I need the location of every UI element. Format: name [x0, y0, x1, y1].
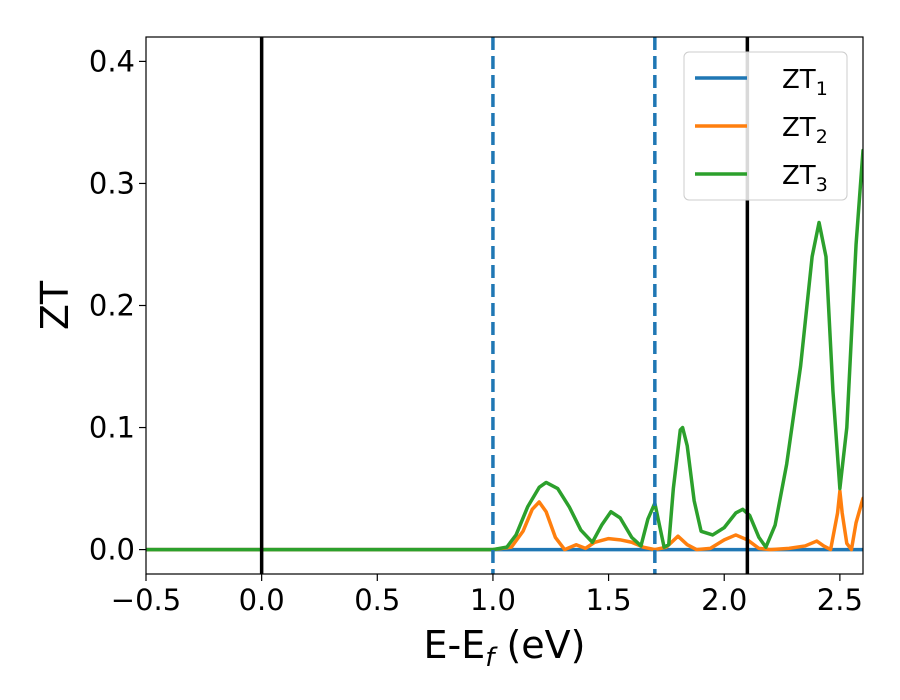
y-tick-label: 0.1 [89, 411, 135, 445]
legend: ZT1 ZT2 ZT3 [683, 51, 848, 201]
x-tick-label: 2.0 [701, 583, 747, 617]
y-tick-label: 0.2 [89, 289, 135, 323]
x-axis-title-unit-spacer [494, 623, 506, 667]
legend-box [683, 51, 848, 201]
legend-label: ZT1 [782, 65, 828, 100]
series-line-zt2 [146, 489, 863, 552]
y-tick-label: 0.3 [89, 166, 135, 200]
x-tick-label: 1.5 [586, 583, 632, 617]
x-axis-title-unit: (eV) [506, 623, 585, 667]
x-tick-label: 2.5 [817, 583, 863, 617]
x-axis-title: E-Ef (eV) [423, 623, 585, 673]
x-tick-label: −0.5 [111, 583, 181, 617]
y-tick-label: 0.4 [89, 44, 135, 78]
series-line-zt3 [146, 148, 863, 552]
y-tick-label: 0.0 [89, 533, 135, 567]
y-axis-title: ZT [33, 280, 77, 330]
x-tick-label: 0.5 [354, 583, 400, 617]
legend-label: ZT2 [782, 113, 828, 148]
ticks-layer: −0.5 0.0 0.5 1.0 1.5 2.0 2.5 0.0 0.1 0.2 0.3 0.4 [89, 44, 863, 617]
x-tick-label: 0.0 [239, 583, 285, 617]
x-tick-label: 1.0 [470, 583, 516, 617]
x-axis-title-main: E-E [423, 623, 485, 667]
legend-label: ZT3 [782, 161, 828, 196]
lines-layer [146, 37, 863, 574]
